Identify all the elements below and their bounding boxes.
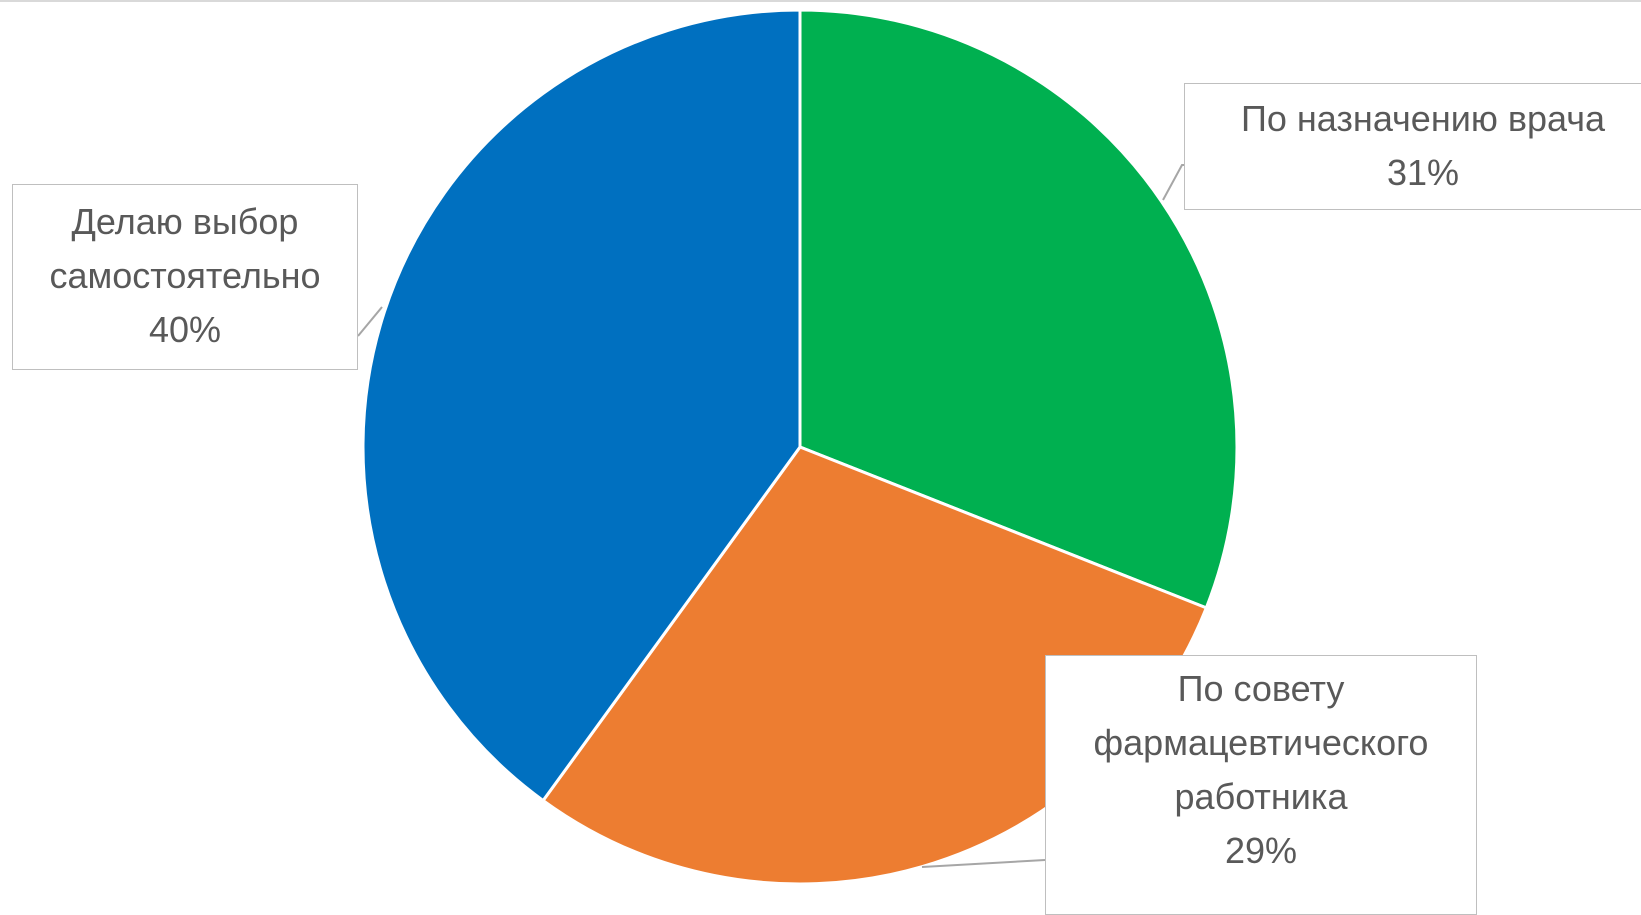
data-label-category-line1: Делаю выбор <box>71 201 299 242</box>
data-label-category-line1: По совету <box>1177 668 1345 709</box>
leader-line-slice-0 <box>1162 164 1184 201</box>
data-label-category: По назначению врача <box>1241 98 1605 139</box>
data-label-po-naznacheniyu-vracha: По назначению врача 31% <box>1184 83 1641 210</box>
data-label-category-line3: работника <box>1174 776 1348 817</box>
leader-line-slice-2 <box>357 306 383 337</box>
pie-slices <box>361 8 1239 886</box>
leader-line-slice-1 <box>921 859 1046 868</box>
data-label-percent: 29% <box>1224 830 1298 871</box>
data-label-percent: 31% <box>1386 152 1460 193</box>
data-label-percent: 40% <box>148 309 222 350</box>
data-label-po-sovetu-farmacevta: По совету фармацевтического работника 29… <box>1045 655 1477 915</box>
data-label-samostoyatelno: Делаю выбор самостоятельно 40% <box>12 184 358 370</box>
pie-slice-0 <box>798 8 1239 610</box>
chart-frame-border <box>0 0 1641 2</box>
pie-slice-2 <box>361 8 802 803</box>
data-label-category-line2: самостоятельно <box>49 255 321 296</box>
leader-lines <box>357 164 1184 868</box>
data-label-category-line2: фармацевтического <box>1093 722 1429 763</box>
